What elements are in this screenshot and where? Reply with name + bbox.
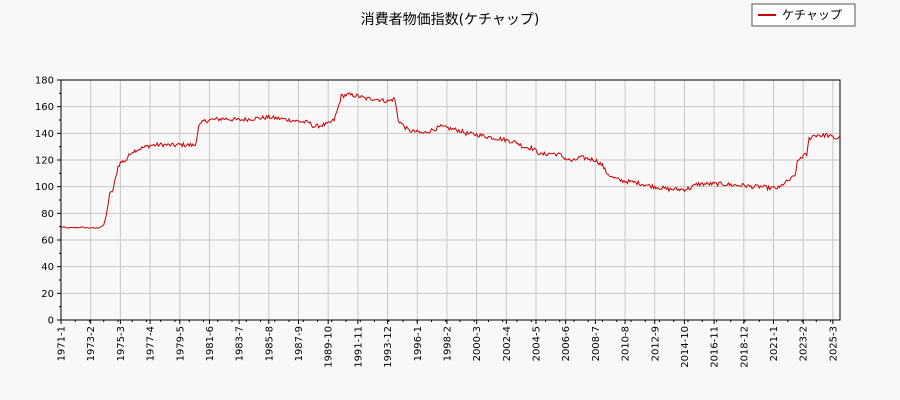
x-tick-label: 2018-12 <box>739 326 750 368</box>
x-tick-label: 1977-4 <box>146 326 157 361</box>
y-tick-label: 160 <box>35 102 54 113</box>
grid <box>60 79 840 321</box>
x-tick-label: 2012-9 <box>650 326 661 361</box>
legend: ケチャップ <box>751 3 856 27</box>
x-tick-label: 2025-3 <box>828 326 839 361</box>
x-tick-label: 1991-11 <box>353 326 364 368</box>
series-layer <box>60 92 841 229</box>
x-tick-label: 2010-8 <box>621 326 632 361</box>
x-tick-label: 1973-2 <box>86 326 97 361</box>
y-tick-label: 100 <box>35 182 54 193</box>
x-tick-label: 2016-11 <box>710 326 721 368</box>
y-tick-label: 180 <box>35 76 54 87</box>
chart-title: 消費者物価指数(ケチャップ) <box>361 12 540 28</box>
x-tick-label: 1975-3 <box>116 326 127 361</box>
x-tick-label: 1971-1 <box>57 326 68 361</box>
x-tick-label: 1993-12 <box>383 326 394 368</box>
x-tick-label: 2023-2 <box>799 326 810 361</box>
x-tick-label: 1983-7 <box>235 326 246 361</box>
y-tick-label: 80 <box>41 209 54 220</box>
y-tick-label: 40 <box>41 262 54 273</box>
y-axis: 0 20 40 60 80 100 120 140 160 180 <box>35 76 61 327</box>
x-tick-label: 1981-6 <box>205 326 216 361</box>
x-tick-label: 1987-9 <box>294 326 305 361</box>
x-tick-label: 1998-2 <box>442 326 453 361</box>
x-tick-label: 2021-1 <box>769 326 780 361</box>
x-tick-label: 2006-6 <box>561 326 572 361</box>
x-tick-label: 1989-10 <box>324 326 335 368</box>
x-tick-label: 2014-10 <box>680 326 691 368</box>
x-tick-label: 1979-5 <box>175 326 186 361</box>
legend-box <box>751 3 856 27</box>
x-tick-label: 2000-3 <box>472 326 483 361</box>
x-tick-label: 2004-5 <box>532 326 543 361</box>
legend-label: ケチャップ <box>782 8 842 22</box>
x-tick-label: 1996-1 <box>413 326 424 361</box>
x-axis: 1971-1 1973-2 1975-3 1977-4 1979-5 1981-6 1983… <box>57 320 839 368</box>
y-tick-label: 60 <box>41 236 54 247</box>
y-tick-label: 140 <box>35 129 54 140</box>
x-tick-label: 2002-4 <box>502 326 513 361</box>
y-tick-label: 20 <box>41 289 54 300</box>
y-tick-label: 120 <box>35 156 54 167</box>
plot-area <box>60 79 841 321</box>
x-tick-label: 1985-8 <box>264 326 275 361</box>
x-tick-label: 2008-7 <box>591 326 602 361</box>
series-line-ketchup <box>60 92 841 229</box>
y-tick-label: 0 <box>48 316 54 327</box>
